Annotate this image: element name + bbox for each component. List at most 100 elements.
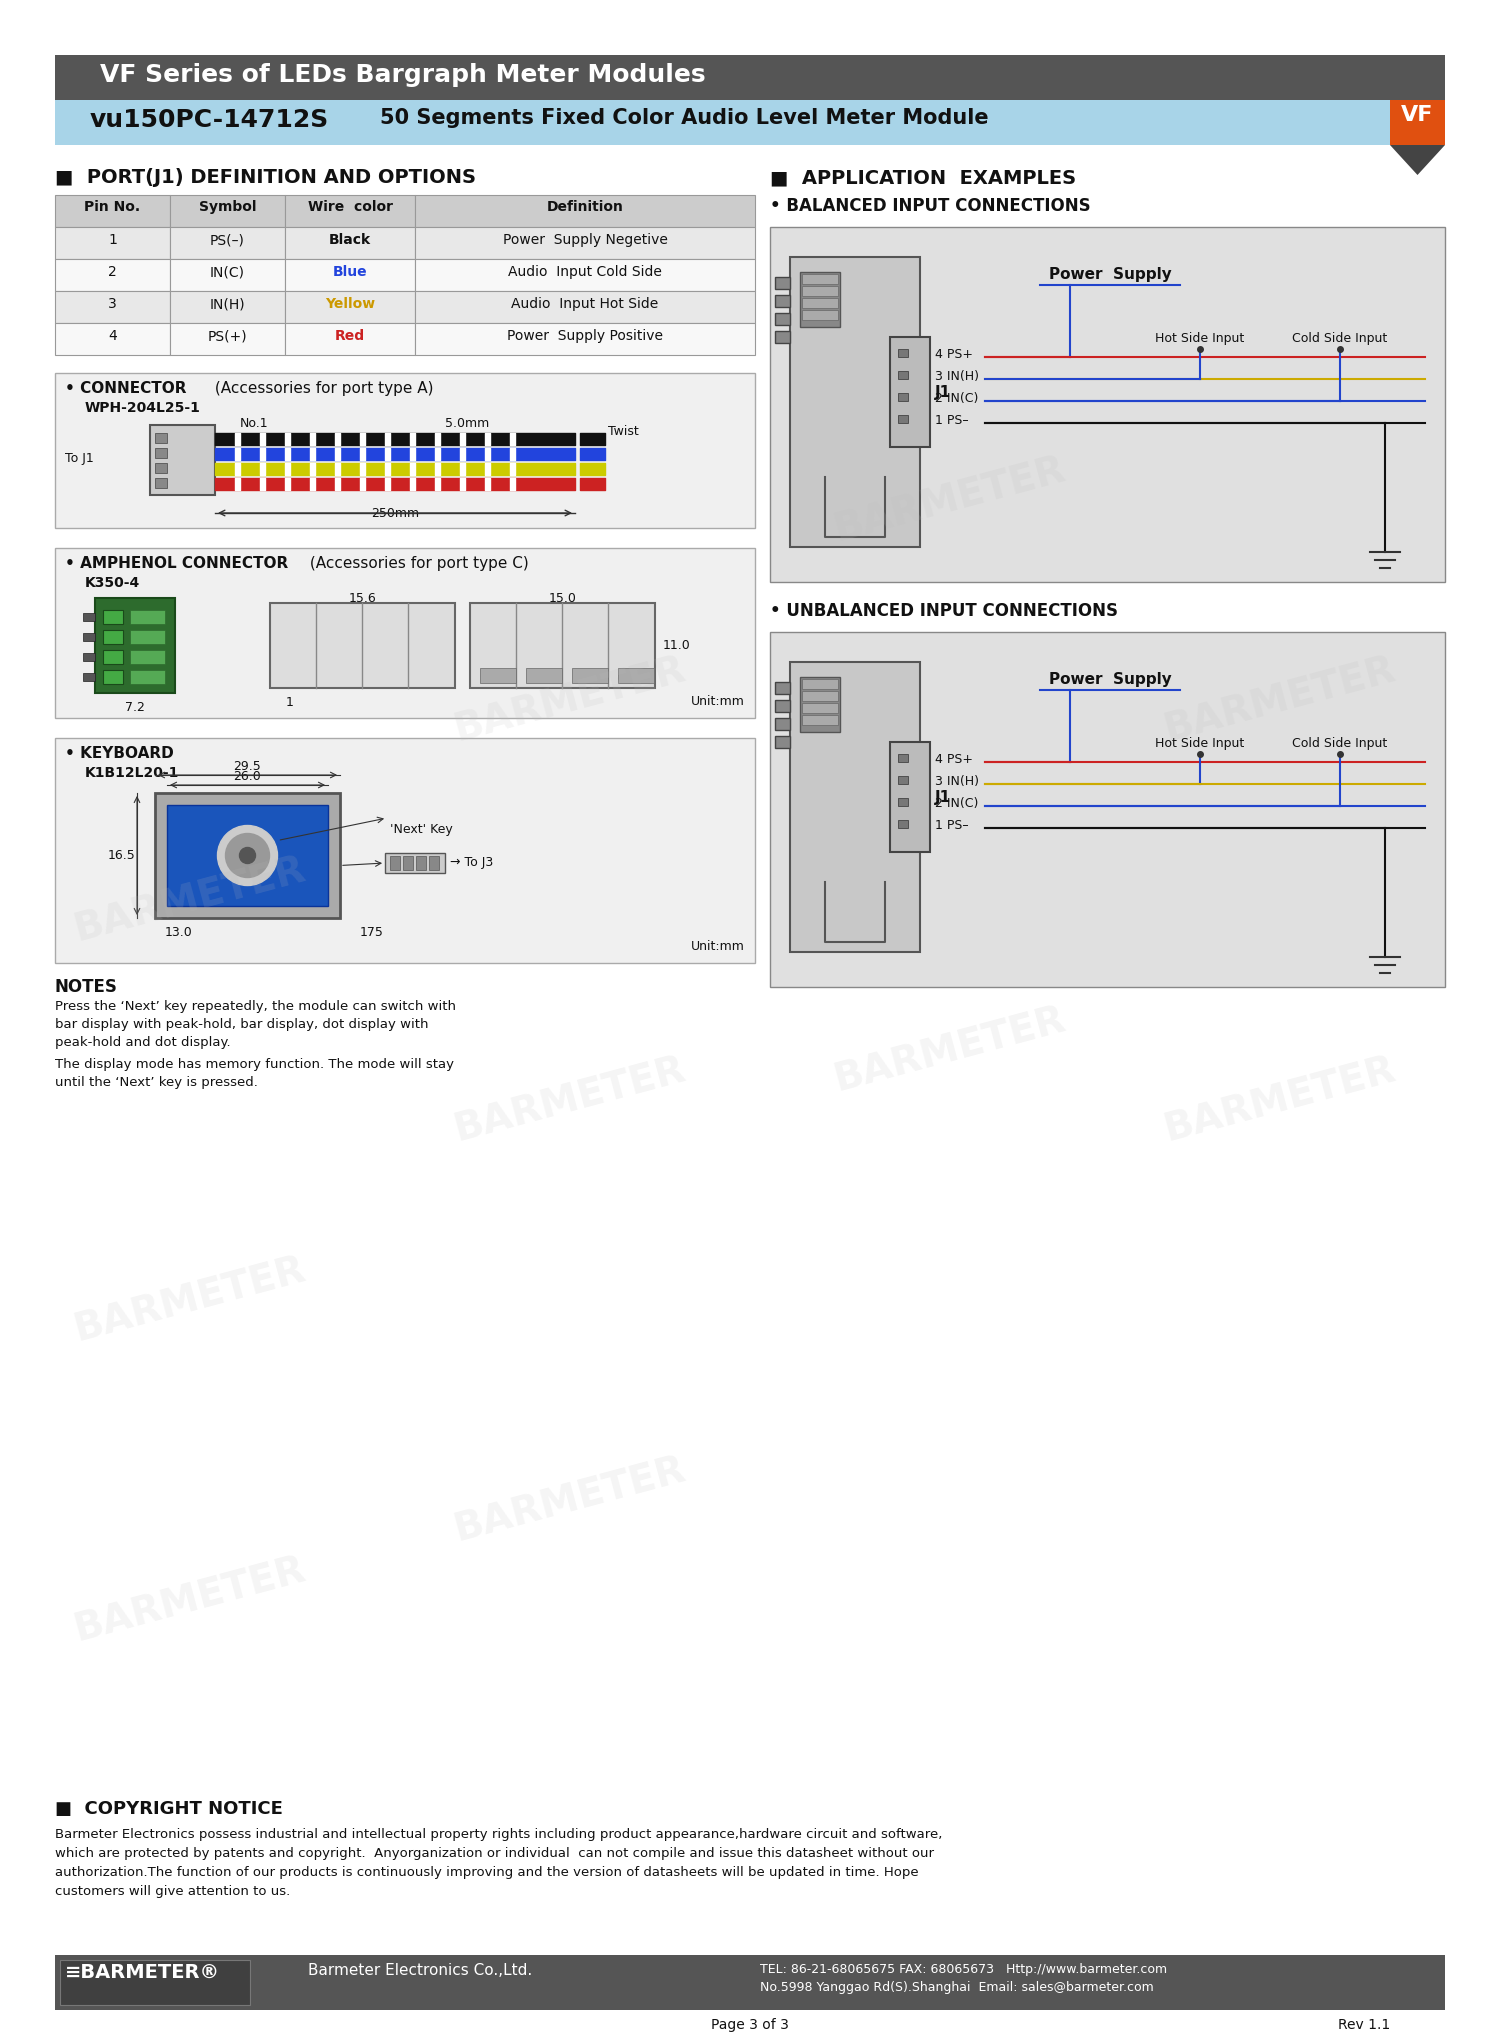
Bar xyxy=(150,426,214,495)
Bar xyxy=(776,314,790,326)
Bar xyxy=(770,226,1444,582)
Text: BARMETER: BARMETER xyxy=(70,851,310,949)
Bar xyxy=(285,195,416,226)
Text: 175: 175 xyxy=(360,926,384,939)
Bar xyxy=(154,478,166,489)
Text: BARMETER: BARMETER xyxy=(1160,652,1400,749)
Bar xyxy=(776,277,790,289)
Text: Audio  Input Cold Side: Audio Input Cold Side xyxy=(509,265,662,279)
Text: 26.0: 26.0 xyxy=(234,770,261,784)
Text: Symbol: Symbol xyxy=(198,200,256,214)
Bar xyxy=(416,226,754,259)
Bar xyxy=(56,100,1444,145)
Bar xyxy=(56,259,170,291)
Text: ■  COPYRIGHT NOTICE: ■ COPYRIGHT NOTICE xyxy=(56,1800,284,1818)
Bar xyxy=(154,448,166,458)
Bar xyxy=(618,668,654,682)
Bar xyxy=(898,753,908,761)
Bar xyxy=(776,332,790,342)
Text: The display mode has memory function. The mode will stay
until the ‘Next’ key is: The display mode has memory function. Th… xyxy=(56,1059,454,1089)
Bar xyxy=(170,324,285,354)
Text: 3 IN(H): 3 IN(H) xyxy=(934,369,980,383)
Bar xyxy=(94,599,176,692)
Text: Hot Side Input: Hot Side Input xyxy=(1155,332,1245,344)
Bar xyxy=(56,548,754,719)
Text: → To J3: → To J3 xyxy=(450,855,494,869)
Bar xyxy=(416,195,754,226)
Bar xyxy=(776,735,790,747)
Bar xyxy=(82,654,94,662)
Bar xyxy=(802,285,838,295)
Text: Unit:mm: Unit:mm xyxy=(692,941,746,953)
Text: 3 IN(H): 3 IN(H) xyxy=(934,774,980,788)
Text: TEL: 86-21-68065675 FAX: 68065673   Http://www.barmeter.com
No.5998 Yanggao Rd(S: TEL: 86-21-68065675 FAX: 68065673 Http:/… xyxy=(760,1963,1167,1993)
Text: 1 PS–: 1 PS– xyxy=(934,413,969,426)
Bar xyxy=(776,295,790,307)
Bar xyxy=(56,1955,1444,2010)
Text: Red: Red xyxy=(334,330,364,342)
Bar xyxy=(416,259,754,291)
Text: 5.0mm: 5.0mm xyxy=(446,417,489,430)
Text: Definition: Definition xyxy=(546,200,624,214)
Text: Black: Black xyxy=(328,232,370,246)
Text: (Accessories for port type C): (Accessories for port type C) xyxy=(304,556,528,570)
Text: Unit:mm: Unit:mm xyxy=(692,694,746,709)
Text: 13.0: 13.0 xyxy=(165,926,192,939)
Text: ≡BARMETER®: ≡BARMETER® xyxy=(64,1963,220,1981)
Text: 3: 3 xyxy=(108,297,117,312)
Text: Barmeter Electronics possess industrial and intellectual property rights includi: Barmeter Electronics possess industrial … xyxy=(56,1828,942,1898)
Text: IN(C): IN(C) xyxy=(210,265,244,279)
Text: BARMETER: BARMETER xyxy=(450,1051,690,1148)
Text: Power  Supply Negetive: Power Supply Negetive xyxy=(503,232,668,246)
Text: 16.5: 16.5 xyxy=(108,849,135,861)
Bar xyxy=(82,674,94,680)
Bar xyxy=(480,668,516,682)
Text: Cold Side Input: Cold Side Input xyxy=(1293,332,1388,344)
Text: J1: J1 xyxy=(934,385,951,399)
Text: BARMETER: BARMETER xyxy=(70,1551,310,1649)
Text: • KEYBOARD: • KEYBOARD xyxy=(64,745,174,761)
Bar xyxy=(802,309,838,320)
Bar xyxy=(470,603,656,688)
Text: Power  Supply Positive: Power Supply Positive xyxy=(507,330,663,342)
Bar xyxy=(170,226,285,259)
Text: 7.2: 7.2 xyxy=(124,700,146,715)
Text: K350-4: K350-4 xyxy=(86,576,141,590)
Text: PS(–): PS(–) xyxy=(210,232,244,246)
Bar xyxy=(56,226,170,259)
Text: PS(+): PS(+) xyxy=(207,330,248,342)
Bar xyxy=(130,670,165,684)
Text: 29.5: 29.5 xyxy=(234,759,261,774)
Bar xyxy=(154,792,340,918)
Bar xyxy=(104,611,123,623)
Bar xyxy=(802,678,838,688)
Bar xyxy=(802,690,838,700)
Bar xyxy=(285,226,416,259)
Text: Yellow: Yellow xyxy=(326,297,375,312)
Bar xyxy=(898,415,908,423)
Bar xyxy=(104,649,123,664)
Bar xyxy=(1390,100,1444,145)
Text: 50 Segments Fixed Color Audio Level Meter Module: 50 Segments Fixed Color Audio Level Mete… xyxy=(380,108,988,128)
Text: • CONNECTOR: • CONNECTOR xyxy=(64,381,186,395)
Text: 15.6: 15.6 xyxy=(348,592,376,605)
Bar xyxy=(130,649,165,664)
Text: Rev 1.1: Rev 1.1 xyxy=(1338,2018,1390,2032)
Text: WPH-204L25-1: WPH-204L25-1 xyxy=(86,401,201,415)
Bar xyxy=(82,613,94,621)
Bar xyxy=(56,55,1444,100)
Text: 1: 1 xyxy=(108,232,117,246)
Bar xyxy=(416,855,426,869)
Text: BARMETER: BARMETER xyxy=(450,652,690,749)
Bar xyxy=(790,662,920,953)
Text: Twist: Twist xyxy=(608,426,639,438)
Bar xyxy=(898,821,908,829)
Circle shape xyxy=(240,847,255,863)
Bar xyxy=(60,1961,250,2005)
Bar xyxy=(56,737,754,963)
Bar xyxy=(802,715,838,725)
Bar xyxy=(56,373,754,527)
Bar xyxy=(572,668,608,682)
Polygon shape xyxy=(1390,145,1444,175)
Text: Hot Side Input: Hot Side Input xyxy=(1155,737,1245,749)
